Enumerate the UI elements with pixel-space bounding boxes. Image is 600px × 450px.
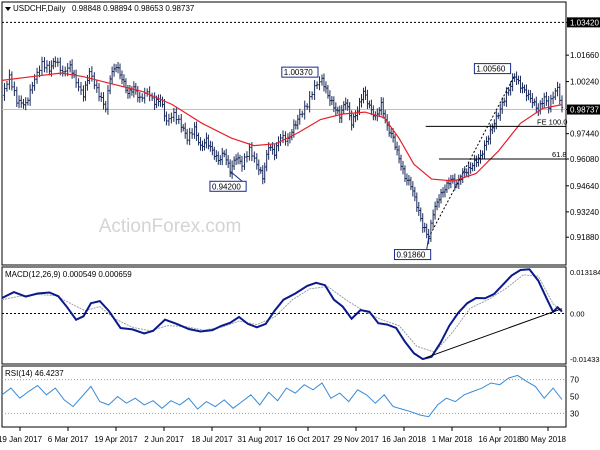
x-tick-label: 1 Mar 2018 [432,435,473,444]
x-tick-label: 6 Mar 2017 [48,435,89,444]
x-tick-label: 19 Apr 2017 [94,435,138,444]
rsi-y-tick-label: 70 [570,376,579,385]
macd-series [1,268,563,361]
y-tick-label: 0.97440 [570,130,599,139]
macd-signal-line [1,274,563,353]
x-tick-label: 18 Jul 2017 [191,435,233,444]
macd-line [1,268,563,361]
annotations: 1.00370 0.94200 0.91860 1.00560 FE 100.0 61.8 [209,63,567,261]
price-trendline [428,75,516,238]
x-tick-label: 2 Jun 2017 [144,435,184,444]
rsi-title: RSI(14) 46.4237 [5,369,64,378]
price-label: 0.91860 [396,251,425,260]
price-label-box [281,66,319,78]
macd-y-tick-label: -0.014339 [570,355,600,364]
symbol-header: USDCHF,Daily 0.98848 0.98894 0.98653 0.9… [5,4,195,13]
macd-y-tick-label: 0.013184 [570,268,600,277]
price-label-box [473,63,512,75]
macd-y-tick-label: 0.00 [570,310,585,319]
x-tick-label: 19 Jan 2017 [0,435,43,444]
x-tick-label: 16 Oct 2017 [286,435,330,444]
price-label-box [209,180,247,192]
grid-lines [2,21,566,414]
fib-label: FE 100.0 [537,117,567,126]
price-label: 0.94200 [212,182,241,191]
y-tick-label: 0.91880 [570,233,599,242]
price-label-leader [229,170,243,182]
hline-label-box [567,17,600,28]
macd-trendline [425,308,563,359]
macd-panel-frame [1,266,567,365]
price-series [1,56,564,245]
watermark-layer: ActionForex.com [99,216,242,237]
rsi-series [1,374,563,418]
x-tick-label: 16 Jan 2018 [382,435,427,444]
price-label: 1.00370 [284,68,313,77]
y-tick-label: 0.94640 [570,182,599,191]
watermark-text: ActionForex.com [99,216,242,237]
y-tick-label: 0.96080 [570,155,599,164]
axes: 19 Jan 2017 6 Mar 2017 19 Apr 2017 2 Jun 20… [0,17,600,444]
moving-average-line [1,72,563,182]
y-tick-label: 1.01660 [570,51,599,60]
symbol-label: USDCHF,Daily [13,4,65,13]
price-label: 1.00560 [476,65,505,74]
x-tick-label: 31 Aug 2017 [238,435,283,444]
ohlc-values: 0.98848 0.98894 0.98653 0.98737 [72,4,195,13]
price-label-leader [426,237,430,250]
x-tick-label: 16 Apr 2018 [478,435,522,444]
current-price-label: 0.98737 [570,106,599,115]
x-tick-label: 30 May 2018 [520,435,567,444]
y-tick-label: 0.93240 [570,208,599,217]
current-price-box [567,104,600,115]
rsi-y-tick-label: 50 [570,393,579,402]
fib-label: 61.8 [552,150,567,159]
hline-label: 1.03420 [570,18,599,27]
dropdown-triangle-icon [5,7,11,11]
rsi-y-tick-label: 30 [570,409,579,418]
rsi-line [1,374,563,418]
x-tick-label: 29 Nov 2017 [333,435,379,444]
macd-title: MACD(12,26,9) 0.000549 0.000659 [5,270,132,279]
rsi-panel-frame [1,365,567,428]
price-label-box [393,249,432,261]
y-tick-label: 1.00240 [570,78,599,87]
